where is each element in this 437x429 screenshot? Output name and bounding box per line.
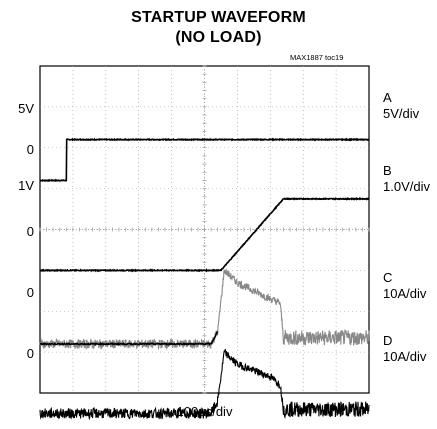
channel-scale-A: 5V/div	[383, 106, 420, 121]
channel-name-D: D	[383, 333, 393, 348]
level-label-C-zero: 0	[26, 285, 34, 300]
x-axis-label: 100µs/div	[176, 404, 233, 419]
plot-grid	[39, 65, 370, 394]
chart-subtitle: (NO LOAD)	[175, 29, 262, 46]
level-label-B-high: 1V	[18, 178, 34, 193]
trace-A	[39, 137, 370, 183]
channel-name-B: B	[383, 163, 392, 178]
trace-C-baseline	[39, 331, 219, 347]
figure-id: MAX1887 toc19	[290, 53, 344, 62]
channel-name-C: C	[383, 270, 393, 285]
trace-B	[39, 196, 370, 273]
channel-label-D: D 10A/div	[383, 333, 426, 365]
trace-C	[39, 269, 370, 351]
channel-name-A: A	[383, 90, 392, 105]
trace-D	[39, 348, 370, 421]
channel-label-B: B 1.0V/div	[383, 163, 430, 195]
level-label-A-zero: 0	[26, 142, 34, 157]
channel-scale-C: 10A/div	[383, 286, 427, 301]
channel-label-C: C 10A/div	[383, 270, 426, 302]
channel-label-A: A 5V/div	[383, 90, 419, 122]
chart-title: STARTUP WAVEFORM	[131, 9, 306, 26]
level-label-D-zero: 0	[26, 346, 34, 361]
channel-scale-B: 1.0V/div	[383, 179, 430, 194]
waveform-traces	[39, 137, 370, 421]
level-label-B-zero: 0	[26, 224, 34, 239]
level-label-A-high: 5V	[18, 101, 34, 116]
channel-scale-D: 10A/div	[383, 349, 427, 364]
